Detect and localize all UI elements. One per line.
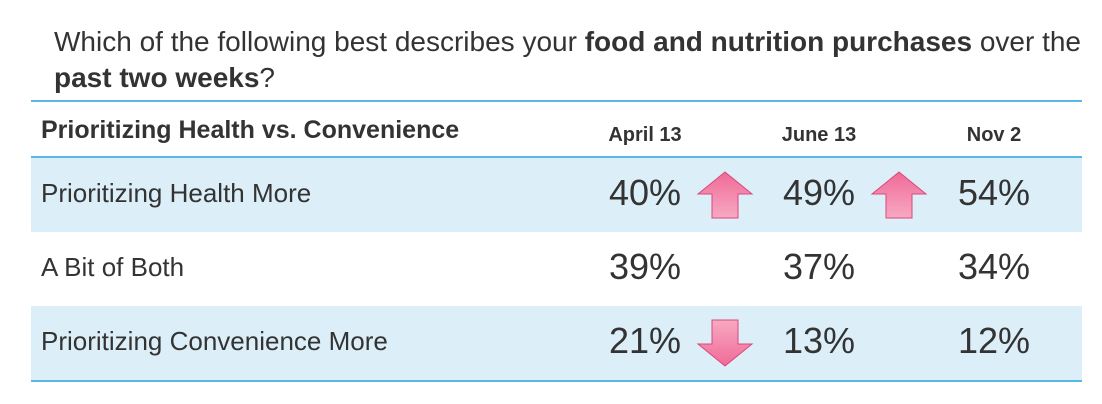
column-header-june: June 13 (781, 124, 857, 146)
header-rule (31, 156, 1082, 158)
table-header: Prioritizing Health vs. Convenience Apri… (31, 102, 1082, 158)
cell-value: 34% (957, 246, 1031, 287)
cell-value: 12% (957, 320, 1031, 361)
question-emphasis-2: past two weeks (54, 62, 260, 93)
question-text: Which of the following best describes yo… (54, 26, 1081, 93)
table-row: Prioritizing Convenience More 21% 13% 12… (31, 306, 1082, 380)
cell-value: 54% (957, 172, 1031, 213)
up-arrow-icon (696, 171, 754, 219)
top-rule (31, 100, 1082, 102)
column-header-nov: Nov 2 (966, 124, 1022, 146)
cell-value: 49% (782, 172, 856, 213)
row-label: Prioritizing Health More (41, 178, 312, 208)
bottom-rule (31, 380, 1082, 382)
table-row: A Bit of Both 39% 37% 34% (31, 232, 1082, 306)
cell-value: 13% (782, 320, 856, 361)
up-arrow-icon (870, 171, 928, 219)
cell-value: 21% (608, 320, 682, 361)
down-arrow-icon (696, 319, 754, 367)
question-emphasis-1: food and nutrition purchases (584, 26, 973, 57)
row-label: A Bit of Both (41, 252, 185, 282)
cell-value: 37% (782, 246, 856, 287)
column-header-april: April 13 (608, 124, 682, 146)
cell-value: 39% (608, 246, 682, 287)
table-title: Prioritizing Health vs. Convenience (41, 116, 460, 144)
row-label: Prioritizing Convenience More (41, 326, 388, 356)
cell-value: 40% (608, 172, 682, 213)
